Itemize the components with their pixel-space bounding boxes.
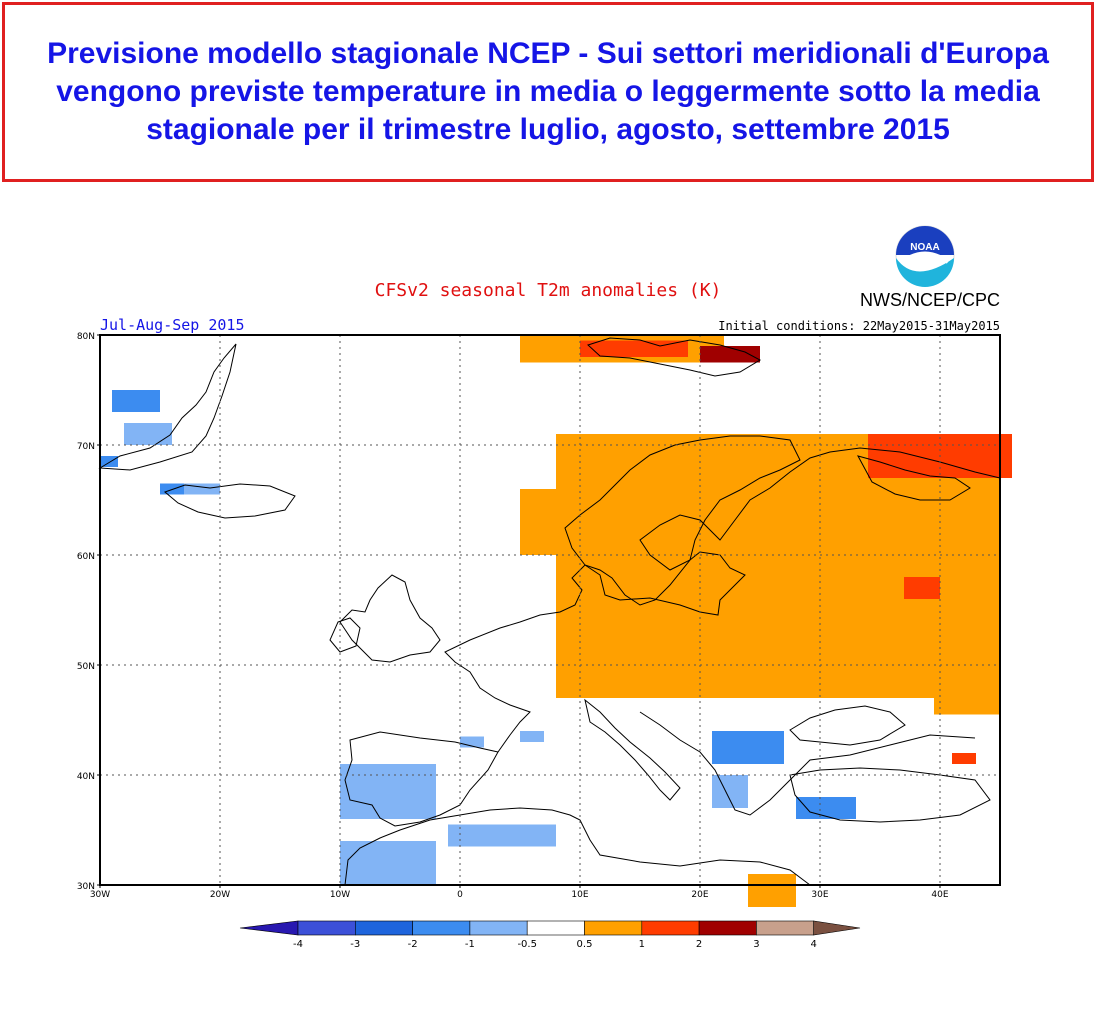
coastlines <box>98 337 1001 886</box>
latitude-labels: 80N 70N 60N 50N 40N 30N <box>77 332 100 892</box>
lon-tick-label: 30E <box>811 890 828 900</box>
lat-tick-label: 70N <box>77 442 95 452</box>
agency-label: NWS/NCEP/CPC <box>860 290 1000 310</box>
anomaly-cell-warm-weak <box>520 489 700 555</box>
map-frame <box>99 334 1001 886</box>
coast-svalbard <box>587 337 762 377</box>
anomaly-cell-cold-weak <box>124 423 172 445</box>
noaa-logo: NOAA <box>895 225 955 287</box>
coast-scandinavia <box>564 435 801 606</box>
anomaly-cell-warm-strong <box>700 346 760 363</box>
anomaly-cell-warm-moderate <box>952 753 976 764</box>
headline-box: Previsione modello stagionale NCEP - Sui… <box>2 2 1094 182</box>
coast-western-europe <box>444 447 1001 753</box>
coast-italy <box>584 698 681 801</box>
longitude-labels: 30W 20W 10W 0 10E 20E 30E 40E <box>90 885 949 900</box>
colorbar-arrow-right <box>813 920 861 936</box>
lon-tick-label: 20W <box>210 890 230 900</box>
lat-tick-label: 80N <box>77 332 95 342</box>
coast-greenland <box>98 343 237 471</box>
anomaly-cell-warm-weak <box>934 665 1000 715</box>
colorbar-segment <box>297 920 356 936</box>
lon-tick-label: 30W <box>90 890 110 900</box>
lat-tick-label: 40N <box>77 772 95 782</box>
lon-tick-label: 40E <box>931 890 948 900</box>
colorbar-segment <box>526 920 585 936</box>
coast-turkey <box>789 767 991 823</box>
anomaly-cell-cold-moderate <box>160 483 184 495</box>
coast-iceland <box>164 483 296 519</box>
colorbar-segment <box>354 920 413 936</box>
anomaly-cell-cold-weak <box>520 731 544 742</box>
map-title: CFSv2 seasonal T2m anomalies (K) <box>375 280 722 301</box>
coast-novaya-zemlya <box>857 455 971 501</box>
colorbar-tick-label: -3 <box>350 939 360 950</box>
colorbar-arrow-left <box>239 920 299 936</box>
lon-tick-label: 10W <box>330 890 350 900</box>
period-label: Jul-Aug-Sep 2015 <box>100 316 245 334</box>
graticule <box>100 335 1000 885</box>
colorbar-tick-label: -4 <box>293 939 303 950</box>
lat-tick-label: 60N <box>77 552 95 562</box>
coast-ireland <box>329 617 361 653</box>
anomaly-cell-cold-weak <box>448 824 556 847</box>
lat-tick-label: 50N <box>77 662 95 672</box>
colorbar-tick-label: 4 <box>811 939 817 950</box>
colorbar-tick-label: 0.5 <box>577 939 593 950</box>
lon-tick-label: 10E <box>571 890 588 900</box>
colorbar-segment <box>469 920 528 936</box>
anomaly-cell-warm-weak <box>616 599 760 676</box>
colorbar-segment <box>584 920 643 936</box>
anomaly-cell-cold-weak <box>460 736 484 748</box>
anomaly-cell-cold-weak <box>184 483 220 495</box>
colorbar-tick-label: -0.5 <box>517 939 537 950</box>
coast-iberia <box>344 731 499 827</box>
anomaly-cell-cold-weak <box>712 775 748 808</box>
coast-balkans <box>639 711 976 816</box>
anomaly-cell-warm-moderate <box>904 577 940 599</box>
coast-black-sea <box>789 705 906 746</box>
lon-tick-label: 0 <box>457 890 463 900</box>
anomaly-cell-warm-moderate <box>580 340 688 357</box>
coast-british-isles <box>339 574 441 663</box>
colorbar-tick-label: 2 <box>696 939 702 950</box>
colorbar-tick-label: -2 <box>408 939 418 950</box>
colorbar-tick-label: 1 <box>639 939 645 950</box>
anomaly-cell-cold-moderate <box>712 731 784 764</box>
lat-tick-label: 30N <box>77 882 95 892</box>
colorbar-segment <box>698 920 757 936</box>
colorbar: -4 -3 -2 -1 -0.5 0.5 1 2 3 4 <box>239 920 861 950</box>
lon-tick-label: 20E <box>691 890 708 900</box>
colorbar-segment <box>756 920 815 936</box>
anomaly-cell-warm-weak <box>748 874 796 907</box>
logo-text: NOAA <box>910 242 939 253</box>
anomaly-cell-cold-moderate <box>100 456 118 467</box>
anomaly-cell-cold-moderate <box>796 797 856 819</box>
initial-conditions-label: Initial conditions: 22May2015-31May2015 <box>718 319 1000 333</box>
anomaly-cell-cold-weak <box>340 841 436 885</box>
coast-north-africa <box>344 807 811 886</box>
colorbar-tick-label: 3 <box>753 939 759 950</box>
colorbar-segment <box>641 920 700 936</box>
anomaly-cell-cold-moderate <box>112 390 160 412</box>
colorbar-tick-label: -1 <box>465 939 475 950</box>
colorbar-segment <box>412 920 471 936</box>
headline-text: Previsione modello stagionale NCEP - Sui… <box>47 37 1049 146</box>
anomaly-cell-cold-weak <box>340 764 436 819</box>
anomaly-field <box>100 335 1012 907</box>
